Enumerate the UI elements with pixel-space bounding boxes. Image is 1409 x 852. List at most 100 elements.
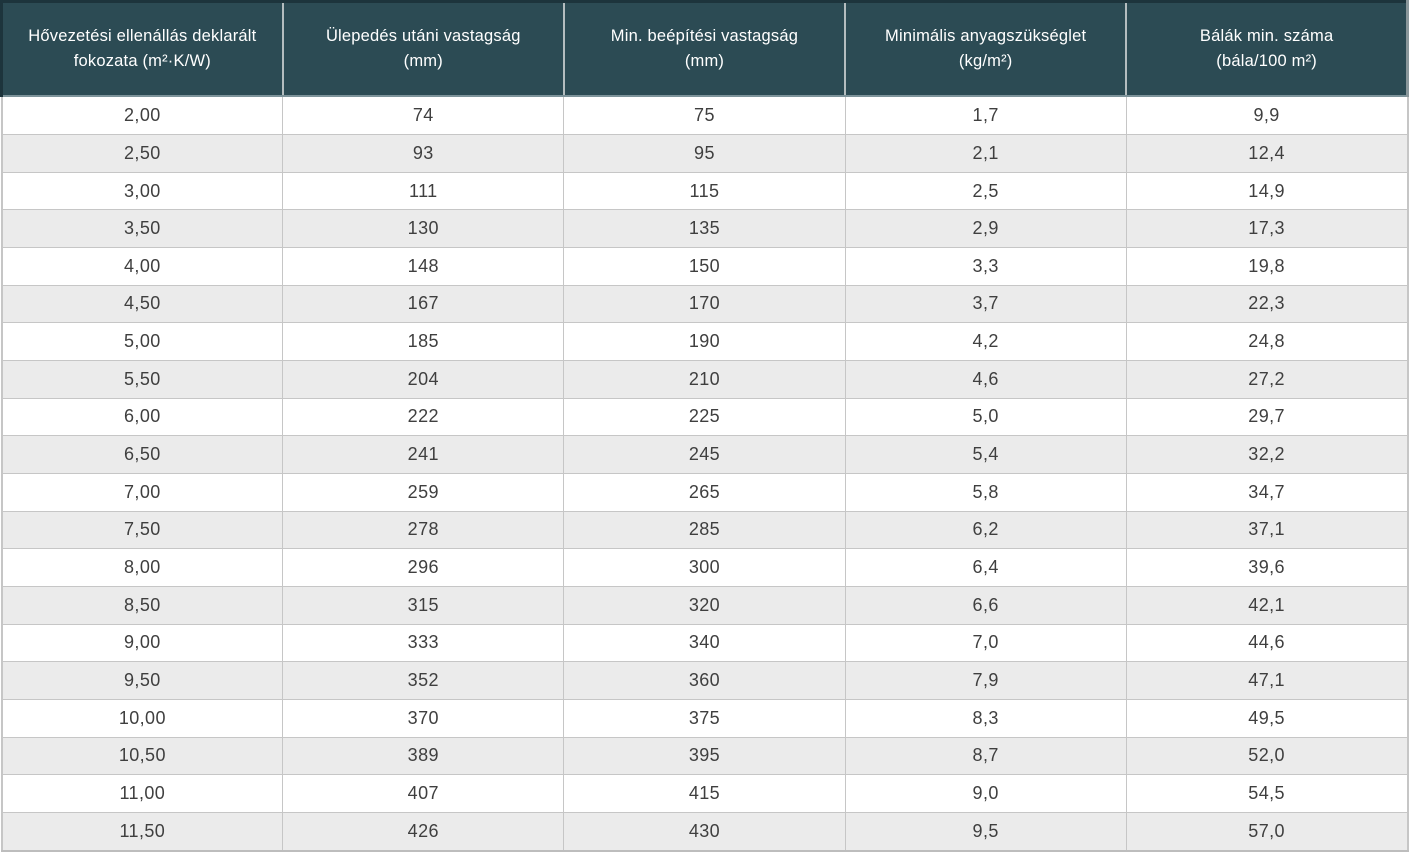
table-cell: 10,50 bbox=[0, 736, 284, 776]
table-cell: 3,3 bbox=[844, 246, 1127, 286]
column-header-min-material-requirement: Minimális anyagszükséglet (kg/m²) bbox=[844, 0, 1128, 97]
table-cell: 370 bbox=[282, 698, 565, 738]
table-cell: 167 bbox=[282, 284, 565, 324]
table-cell: 4,2 bbox=[844, 322, 1127, 361]
table-cell: 93 bbox=[282, 134, 565, 173]
table-row: 4,00 148 150 3,3 19,8 bbox=[0, 246, 1409, 286]
table-cell: 375 bbox=[563, 698, 846, 738]
table-cell: 170 bbox=[563, 284, 846, 324]
column-header-label: Ülepedés utáni vastagság bbox=[325, 27, 521, 46]
table-cell: 3,00 bbox=[0, 171, 284, 211]
table-cell: 3,50 bbox=[0, 209, 284, 248]
table-cell: 24,8 bbox=[1125, 322, 1409, 361]
table-cell: 47,1 bbox=[1125, 661, 1409, 700]
table-row: 10,00 370 375 8,3 49,5 bbox=[0, 698, 1409, 738]
table-cell: 415 bbox=[563, 774, 846, 813]
column-header-label: Hővezetési ellenállás deklarált bbox=[28, 27, 257, 46]
table-cell: 7,00 bbox=[0, 472, 284, 512]
column-header-thermal-resistance: Hővezetési ellenállás deklarált fokozata… bbox=[0, 0, 284, 97]
column-header-label: Bálák min. száma bbox=[1199, 27, 1334, 46]
table-row: 3,50 130 135 2,9 17,3 bbox=[0, 209, 1409, 248]
table-cell: 241 bbox=[282, 435, 565, 474]
column-header-unit: (bála/100 m²) bbox=[1216, 52, 1317, 70]
table-cell: 17,3 bbox=[1125, 209, 1409, 248]
table-cell: 9,5 bbox=[844, 811, 1127, 852]
table-cell: 265 bbox=[563, 472, 846, 512]
table-cell: 6,4 bbox=[844, 548, 1127, 587]
table-cell: 34,7 bbox=[1125, 472, 1409, 512]
table-cell: 296 bbox=[282, 548, 565, 587]
table-row: 9,50 352 360 7,9 47,1 bbox=[0, 661, 1409, 700]
table-cell: 210 bbox=[563, 359, 846, 399]
table-cell: 3,7 bbox=[844, 284, 1127, 324]
table-cell: 148 bbox=[282, 246, 565, 286]
table-cell: 37,1 bbox=[1125, 510, 1409, 550]
table-cell: 320 bbox=[563, 585, 846, 625]
table-cell: 11,50 bbox=[0, 811, 284, 852]
table-row: 6,00 222 225 5,0 29,7 bbox=[0, 397, 1409, 437]
table-row: 5,50 204 210 4,6 27,2 bbox=[0, 359, 1409, 399]
table-cell: 340 bbox=[563, 623, 846, 663]
table-cell: 4,00 bbox=[0, 246, 284, 286]
table-cell: 2,1 bbox=[844, 134, 1127, 173]
table-row: 10,50 389 395 8,7 52,0 bbox=[0, 736, 1409, 776]
table-cell: 407 bbox=[282, 774, 565, 813]
table-row: 3,00 111 115 2,5 14,9 bbox=[0, 171, 1409, 211]
table-cell: 185 bbox=[282, 322, 565, 361]
table-cell: 7,0 bbox=[844, 623, 1127, 663]
table-row: 9,00 333 340 7,0 44,6 bbox=[0, 623, 1409, 663]
table-cell: 115 bbox=[563, 171, 846, 211]
table-cell: 5,8 bbox=[844, 472, 1127, 512]
table-cell: 14,9 bbox=[1125, 171, 1409, 211]
table-cell: 5,0 bbox=[844, 397, 1127, 437]
column-header-thickness-after-settling: Ülepedés utáni vastagság (mm) bbox=[281, 0, 565, 97]
table-row: 8,00 296 300 6,4 39,6 bbox=[0, 548, 1409, 587]
table-cell: 10,00 bbox=[0, 698, 284, 738]
table-cell: 333 bbox=[282, 623, 565, 663]
table-row: 2,50 93 95 2,1 12,4 bbox=[0, 134, 1409, 173]
table-cell: 39,6 bbox=[1125, 548, 1409, 587]
table-cell: 9,0 bbox=[844, 774, 1127, 813]
table-row: 7,50 278 285 6,2 37,1 bbox=[0, 510, 1409, 550]
table-cell: 19,8 bbox=[1125, 246, 1409, 286]
table-cell: 2,5 bbox=[844, 171, 1127, 211]
column-header-unit: (mm) bbox=[403, 52, 443, 70]
table-cell: 6,6 bbox=[844, 585, 1127, 625]
table-cell: 135 bbox=[563, 209, 846, 248]
table-cell: 245 bbox=[563, 435, 846, 474]
table-cell: 300 bbox=[563, 548, 846, 587]
table-cell: 352 bbox=[282, 661, 565, 700]
table-cell: 426 bbox=[282, 811, 565, 852]
table-cell: 9,9 bbox=[1125, 95, 1409, 136]
table-row: 5,00 185 190 4,2 24,8 bbox=[0, 322, 1409, 361]
table-cell: 49,5 bbox=[1125, 698, 1409, 738]
table-cell: 259 bbox=[282, 472, 565, 512]
table-cell: 2,00 bbox=[0, 95, 284, 136]
table-cell: 190 bbox=[563, 322, 846, 361]
table-row: 8,50 315 320 6,6 42,1 bbox=[0, 585, 1409, 625]
table-row: 7,00 259 265 5,8 34,7 bbox=[0, 472, 1409, 512]
table-cell: 2,9 bbox=[844, 209, 1127, 248]
column-header-min-bale-count: Bálák min. száma (bála/100 m²) bbox=[1125, 0, 1409, 97]
table-cell: 315 bbox=[282, 585, 565, 625]
column-header-label: Minimális anyagszükséglet bbox=[885, 27, 1087, 46]
table-cell: 27,2 bbox=[1125, 359, 1409, 399]
table-cell: 111 bbox=[282, 171, 565, 211]
table-body: 2,00 74 75 1,7 9,9 2,50 93 95 2,1 12,4 3,00 111 115 2… bbox=[0, 95, 1409, 852]
table-cell: 8,7 bbox=[844, 736, 1127, 776]
table-cell: 42,1 bbox=[1125, 585, 1409, 625]
table-cell: 225 bbox=[563, 397, 846, 437]
table-cell: 389 bbox=[282, 736, 565, 776]
table-cell: 5,4 bbox=[844, 435, 1127, 474]
table-cell: 4,6 bbox=[844, 359, 1127, 399]
table-row: 11,50 426 430 9,5 57,0 bbox=[0, 811, 1409, 852]
table-row: 11,00 407 415 9,0 54,5 bbox=[0, 774, 1409, 813]
table-header: Hővezetési ellenállás deklarált fokozata… bbox=[0, 0, 1409, 97]
table-cell: 150 bbox=[563, 246, 846, 286]
table-cell: 360 bbox=[563, 661, 846, 700]
table-cell: 32,2 bbox=[1125, 435, 1409, 474]
column-header-unit: (kg/m²) bbox=[958, 52, 1013, 70]
table-cell: 12,4 bbox=[1125, 134, 1409, 173]
